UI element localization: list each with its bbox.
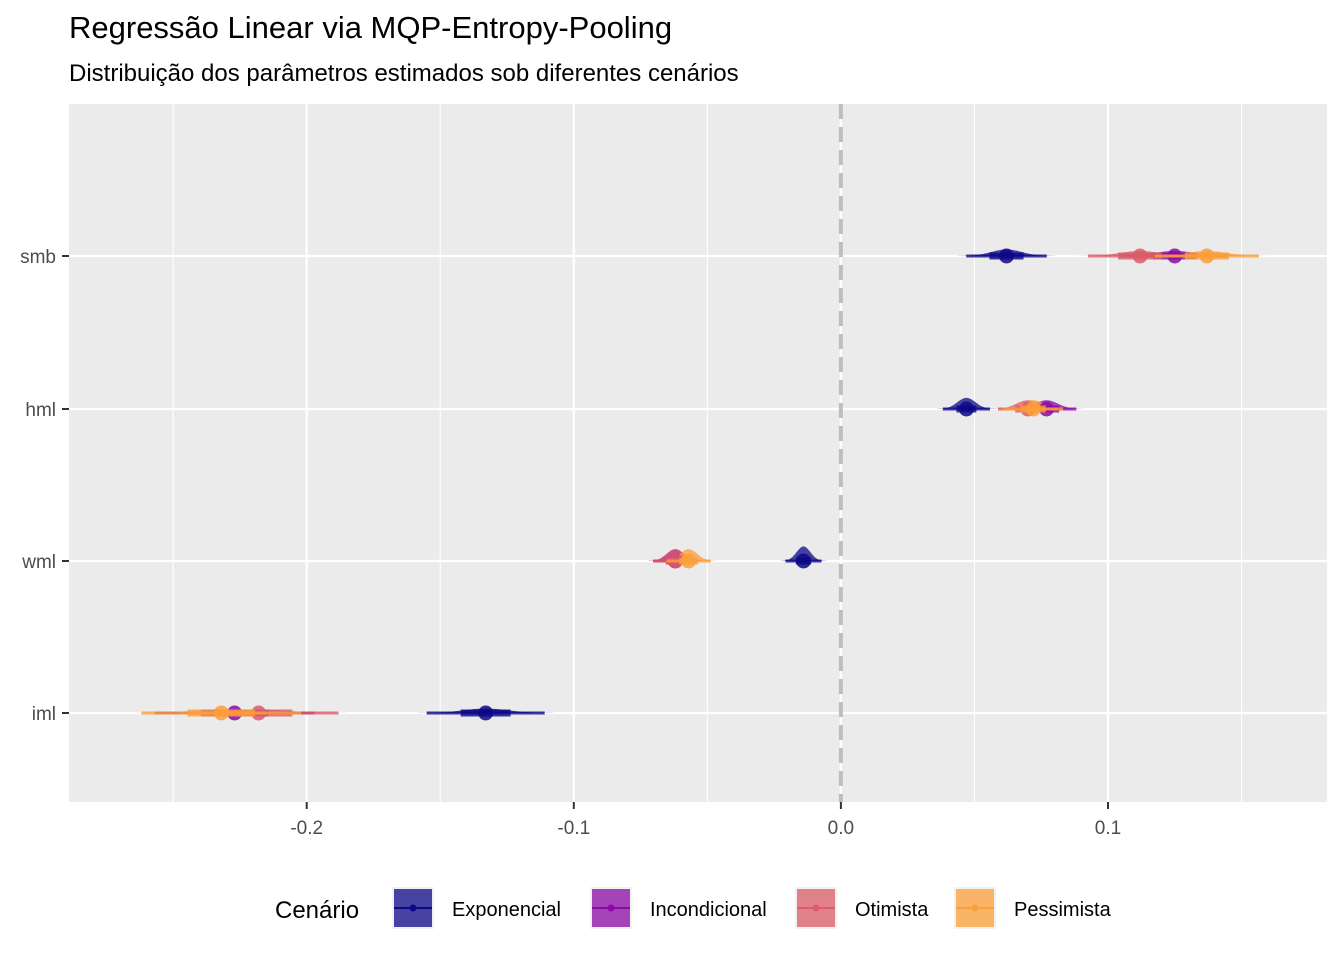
legend-point-pessimista (971, 904, 979, 912)
point-exponencial-wml (796, 553, 812, 569)
point-pessimista-wml (681, 553, 697, 569)
point-otimista-smb (1132, 248, 1148, 264)
legend-point-incondicional (607, 904, 615, 912)
point-pessimista-smb (1199, 248, 1215, 264)
y-tick-label-iml: iml (32, 704, 56, 725)
point-pessimista-hml (1025, 401, 1041, 417)
legend-label-pessimista: Pessimista (1014, 899, 1112, 921)
x-tick-label: -0.2 (290, 818, 323, 839)
x-tick-label: -0.1 (557, 818, 590, 839)
point-pessimista-iml (213, 705, 229, 721)
legend-point-exponencial (409, 904, 417, 912)
chart-title: Regressão Linear via MQP-Entropy-Pooling (69, 10, 673, 45)
x-tick-label: 0.1 (1095, 818, 1121, 839)
point-exponencial-hml (958, 401, 974, 417)
x-axis: -0.2 -0.1 0.0 0.1 (290, 802, 1121, 839)
point-exponencial-iml (478, 705, 494, 721)
legend-title: Cenário (275, 897, 359, 924)
interval-layer (141, 248, 1259, 721)
y-tick-label-wml: wml (21, 552, 56, 573)
legend-label-exponencial: Exponencial (452, 899, 561, 921)
y-tick-label-smb: smb (20, 247, 56, 268)
legend: Cenário Exponencial Incondicional Otimista P… (275, 887, 1112, 929)
point-exponencial-smb (998, 248, 1014, 264)
y-tick-label-hml: hml (25, 400, 56, 421)
plot-panel (69, 104, 1327, 802)
minor-gridlines (172, 104, 1243, 802)
legend-label-incondicional: Incondicional (650, 899, 767, 921)
y-axis: iml wml hml smb (20, 247, 69, 725)
legend-point-otimista (812, 904, 820, 912)
chart-subtitle: Distribuição dos parâmetros estimados so… (69, 60, 739, 87)
legend-label-otimista: Otimista (855, 899, 929, 921)
x-tick-label: 0.0 (828, 818, 854, 839)
